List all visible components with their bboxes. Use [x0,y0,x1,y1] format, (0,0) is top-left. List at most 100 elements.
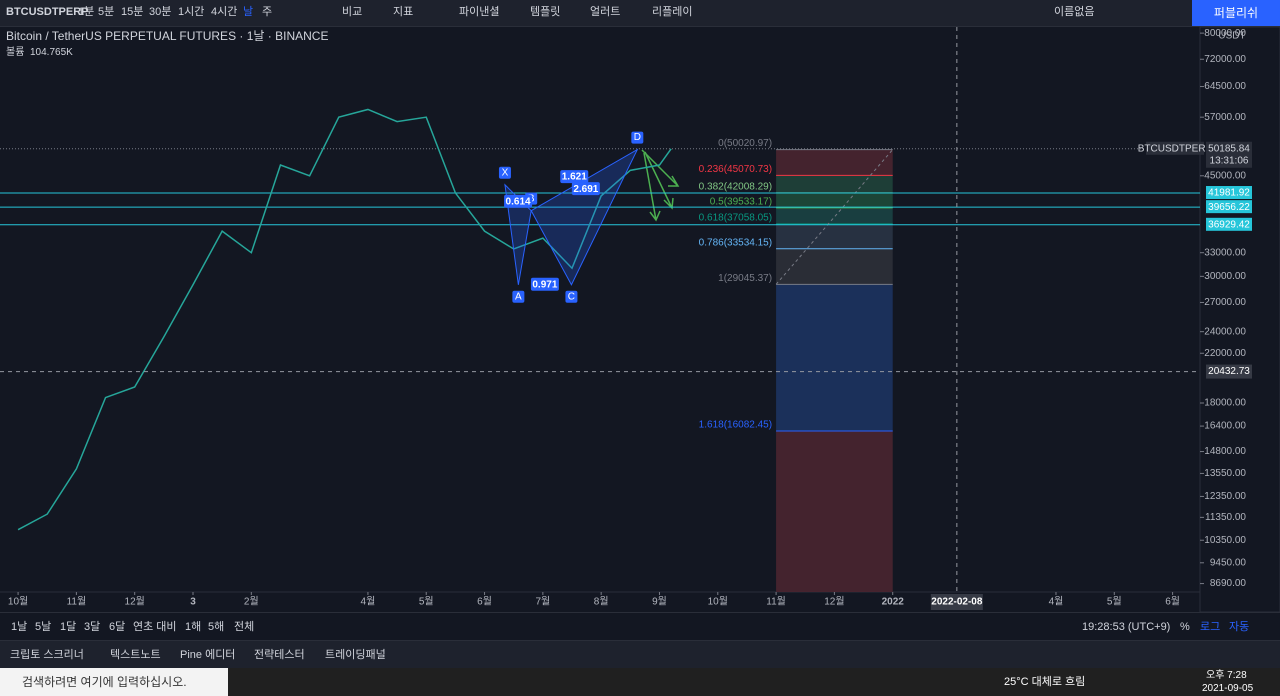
interval[interactable]: 날 [243,6,254,18]
x-tick-label: 5월 [1107,596,1122,608]
y-tick-label: 13550.00 [1204,468,1246,479]
x-tick-label: 4월 [361,596,376,608]
bottom-tab[interactable]: 텍스트노트 [110,649,161,661]
x-tick-label: 5월 [419,596,434,608]
arrows [641,149,680,222]
range-button[interactable]: 5해 [208,621,225,633]
interval[interactable]: 15분 [121,6,144,18]
fib-zone [776,284,893,431]
toolbar-button[interactable]: 비교 [342,6,363,18]
last-price-label: 50185.84 [1208,143,1250,154]
pattern-point-label: X [502,167,509,178]
ratio-label: 2.691 [573,184,598,195]
y-tick-label: 45000.00 [1204,170,1246,181]
x-tick-label: 10월 [8,596,28,608]
range-button[interactable]: 3달 [84,621,101,633]
ratio-label: 0.971 [532,279,557,290]
y-tick-label: 64500.00 [1204,81,1246,92]
interval[interactable]: 1분 [78,6,95,18]
auto-toggle[interactable]: 자동 [1229,621,1250,633]
interval[interactable]: 5분 [98,6,115,18]
y-tick-label: 18000.00 [1204,398,1246,409]
x-tick-label: 4월 [1049,596,1064,608]
clock: 19:28:53 (UTC+9) [1082,621,1171,633]
layout-name[interactable]: 이름없음 [1054,6,1095,18]
range-button[interactable]: 전체 [234,621,255,633]
bottom-tab[interactable]: Pine 에디터 [180,649,236,661]
y-tick-label: 14800.00 [1204,446,1246,457]
pattern-point-box [631,131,644,144]
y-tick-label: 57000.00 [1204,112,1246,123]
toolbar-button[interactable]: 템플릿 [530,6,561,18]
volume-label: 볼륨 [6,47,25,58]
ratio-box [504,194,533,208]
fib-zone [776,192,893,208]
price-tag-label: 39656.22 [1208,202,1250,213]
range-button[interactable]: 5날 [35,621,52,633]
fib-label: 0.618(37058.05) [699,213,772,224]
x-tick-label: 6월 [1165,596,1180,608]
bottom-tabs: 크립토 스크리너 텍스트노트 Pine 에디터 전략테스터 트레이딩패널 [0,640,1280,669]
x-tick-label: 11월 [67,596,87,608]
y-tick-label: 33000.00 [1204,247,1246,258]
crosshair-time-box [930,594,983,610]
price-axis [1199,26,1280,612]
symbol-tag-label: BTCUSDTPERP [1138,143,1213,154]
interval[interactable]: 30분 [149,6,172,18]
y-tick-label: 72000.00 [1204,54,1246,65]
price-line-series [17,108,672,531]
symbol-tag [1146,141,1204,155]
toolbar-button[interactable]: 지표 [393,6,414,18]
taskbar: 검색하려면 여기에 입력하십시오. 25°C 대체로 흐림 오후 7:28 2021-… [0,668,1280,696]
fib-label: 1.618(16082.45) [699,420,772,431]
price-tag [1206,200,1252,214]
toolbar-button[interactable]: 파이낸셜 [459,6,500,18]
range-button[interactable]: 1날 [11,621,28,633]
x-tick-label: 2022 [882,597,905,608]
y-tick-label: 27000.00 [1204,297,1246,308]
time: 오후 7:28 [1206,670,1247,681]
volume-value: 104.765K [30,47,73,58]
x-tick-label: 10월 [708,596,728,608]
crosshair-price: 20432.73 [1208,366,1250,377]
log-toggle[interactable]: 로그 [1200,621,1221,633]
range-button[interactable]: 1달 [60,621,77,633]
weather[interactable]: 25°C 대체로 흐림 [1004,676,1086,688]
fib-label: 0.786(33534.15) [699,237,772,248]
countdown: 13:31:06 [1210,155,1249,166]
search-box[interactable]: 검색하려면 여기에 입력하십시오. [0,668,228,696]
fib-zone [776,149,893,176]
x-tick-label: 12월 [125,596,145,608]
plot-bg [0,27,1200,592]
bottom-tab[interactable]: 전략테스터 [254,649,305,661]
fib-zone [776,175,893,193]
price-tag-label: 41981.92 [1208,188,1250,199]
bottom-tab[interactable]: 크립토 스크리너 [10,649,84,661]
pattern-point-box [565,290,578,303]
price-tag-label: 36929.42 [1208,219,1250,230]
fib-label: 1(29045.37) [718,273,772,284]
toolbar-button[interactable]: 리플레이 [652,6,693,18]
pattern-point-label: C [568,291,575,302]
percent-toggle[interactable]: % [1180,621,1190,633]
x-tick-label: 9월 [652,596,667,608]
toolbar-button[interactable]: 얼러트 [590,6,621,18]
x-tick-label: 6월 [477,596,492,608]
ratio-box [560,170,589,184]
fib-label: 0.5(39533.17) [710,197,772,208]
fib-label: 0.236(45070.73) [699,164,772,175]
range-button[interactable]: 6달 [109,621,126,633]
interval[interactable]: 주 [262,6,273,18]
range-button[interactable]: 1해 [185,621,202,633]
crosshair-price-box [1206,364,1252,379]
range-button[interactable]: 연초 대비 [133,621,177,633]
symbol[interactable]: BTCUSDTPERP [6,6,89,18]
x-tick-label: 2월 [244,596,259,608]
publish-button[interactable]: 퍼블리쉬 [1192,0,1280,26]
price-tag [1206,186,1252,200]
bottom-tab[interactable]: 트레이딩패널 [325,649,386,661]
y-tick-label: 16400.00 [1204,421,1246,432]
interval[interactable]: 1시간 [178,6,205,18]
interval[interactable]: 4시간 [211,6,238,18]
